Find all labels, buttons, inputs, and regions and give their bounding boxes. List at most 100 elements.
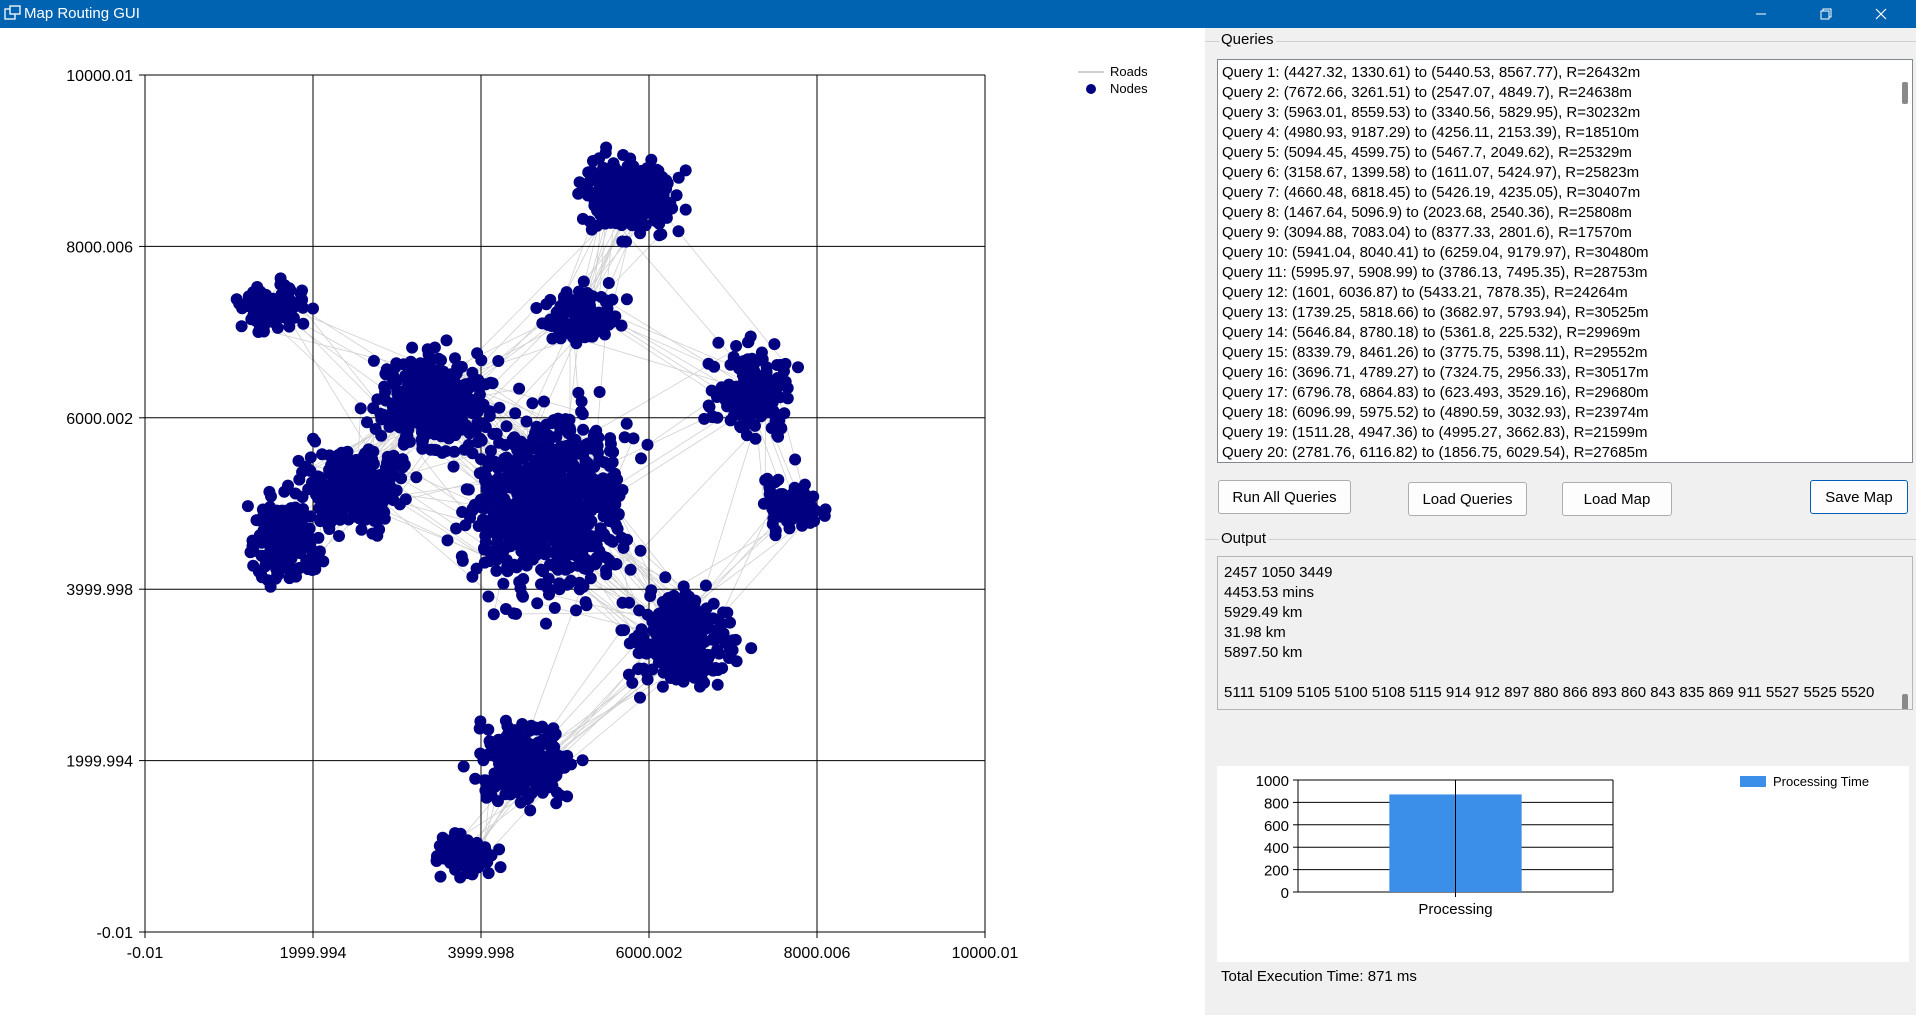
map-node (279, 532, 292, 545)
map-node (426, 353, 439, 366)
map-node (487, 511, 500, 524)
minimize-button[interactable] (1738, 0, 1784, 28)
road-segment (612, 321, 745, 381)
map-node (374, 502, 387, 515)
query-item[interactable]: Query 17: (6796.78, 6864.83) to (623.493… (1222, 384, 1649, 401)
map-node (245, 313, 258, 326)
map-node (546, 514, 558, 527)
query-item[interactable]: Query 1: (4427.32, 1330.61) to (5440.53,… (1222, 64, 1641, 81)
query-item[interactable]: Query 11: (5995.97, 5908.99) to (3786.13… (1222, 264, 1648, 281)
map-node (498, 519, 511, 532)
queries-scrollbar-thumb[interactable] (1902, 82, 1908, 104)
map-node (300, 460, 313, 473)
query-item[interactable]: Query 19: (1511.28, 4947.36) to (4995.27… (1222, 424, 1648, 441)
map-plot[interactable]: -0.01 1999.994 3999.998 6000.002 8000.006 100… (0, 28, 1200, 1015)
map-node (562, 519, 575, 532)
map-node (255, 292, 268, 305)
road-segment (605, 300, 746, 386)
map-node (333, 530, 345, 542)
map-node (282, 558, 295, 570)
query-item[interactable]: Query 5: (5094.45, 4599.75) to (5467.7, … (1222, 144, 1632, 161)
map-chart[interactable]: -0.01 1999.994 3999.998 6000.002 8000.006 100… (0, 28, 1200, 1015)
map-node (757, 386, 770, 399)
map-node (634, 544, 647, 557)
map-node (657, 189, 670, 202)
map-node (724, 414, 737, 427)
map-node (711, 678, 724, 691)
map-node (691, 667, 704, 680)
map-node (483, 410, 496, 422)
map-node (653, 229, 666, 242)
query-item[interactable]: Query 20: (2781.76, 6116.82) to (1856.75… (1222, 444, 1648, 461)
map-node (711, 411, 724, 424)
query-item[interactable]: Query 10: (5941.04, 8040.41) to (6259.04… (1222, 244, 1649, 261)
map-node (580, 479, 593, 492)
query-item[interactable]: Query 2: (7672.66, 3261.51) to (2547.07,… (1222, 84, 1632, 101)
queries-scrollbar[interactable] (1898, 60, 1912, 462)
map-node (294, 299, 307, 312)
output-text[interactable]: 2457 1050 3449 4453.53 mins 5929.49 km 3… (1224, 564, 1875, 701)
map-node (591, 498, 604, 510)
map-node (402, 390, 414, 403)
map-node (772, 430, 785, 443)
map-node (760, 366, 773, 379)
map-x-tick-label: 8000.006 (784, 945, 851, 962)
map-node (727, 351, 740, 363)
save-map-button[interactable]: Save Map (1810, 480, 1908, 514)
query-item[interactable]: Query 18: (6096.99, 5975.52) to (4890.59… (1222, 404, 1649, 421)
query-item[interactable]: Query 13: (1739.25, 5818.66) to (3682.97… (1222, 304, 1649, 321)
output-scrollbar-thumb[interactable] (1902, 694, 1908, 709)
map-node (632, 629, 645, 642)
map-y-tick-label: 6000.002 (66, 411, 133, 428)
query-item[interactable]: Query 3: (5963.01, 8559.53) to (3340.56,… (1222, 104, 1641, 121)
queries-list[interactable]: Query 1: (4427.32, 1330.61) to (5440.53,… (1222, 63, 1649, 462)
map-node (261, 512, 274, 525)
map-node (297, 317, 310, 330)
query-item[interactable]: Query 6: (3158.67, 1399.58) to (1611.07,… (1222, 164, 1640, 181)
map-node (552, 412, 565, 425)
map-node (782, 503, 795, 516)
map-node (699, 579, 712, 592)
output-box[interactable]: 2457 1050 3449 4453.53 mins 5929.49 km 3… (1217, 556, 1913, 710)
map-node (367, 445, 380, 458)
total-execution-time: Total Execution Time: 871 ms (1221, 968, 1417, 985)
queries-list-box[interactable]: Query 1: (4427.32, 1330.61) to (5440.53,… (1217, 59, 1913, 463)
query-item[interactable]: Query 9: (3094.88, 7083.04) to (8377.33,… (1222, 224, 1632, 241)
map-node (469, 772, 482, 785)
query-item[interactable]: Query 14: (5646.84, 8780.18) to (5361.8,… (1222, 324, 1641, 341)
chart-legend-label: Processing Time (1773, 774, 1869, 789)
map-node (399, 493, 412, 506)
query-item[interactable]: Query 16: (3696.71, 4789.27) to (7324.75… (1222, 364, 1649, 381)
run-all-queries-button[interactable]: Run All Queries (1218, 480, 1351, 514)
map-node (482, 867, 495, 880)
map-node (773, 414, 786, 427)
map-node (241, 500, 254, 513)
query-item[interactable]: Query 12: (1601, 6036.87) to (5433.21, 7… (1222, 284, 1628, 301)
load-map-button[interactable]: Load Map (1562, 482, 1672, 516)
map-node (474, 453, 487, 466)
output-scrollbar[interactable] (1898, 557, 1912, 709)
map-node (487, 608, 500, 621)
load-queries-button[interactable]: Load Queries (1408, 482, 1527, 516)
map-node (504, 788, 517, 801)
close-icon (1875, 8, 1887, 20)
query-item[interactable]: Query 8: (1467.64, 5096.9) to (2023.68, … (1222, 204, 1632, 221)
map-node (307, 302, 319, 315)
map-x-tick-label: -0.01 (127, 945, 164, 962)
map-node (577, 423, 590, 436)
close-button[interactable] (1858, 0, 1904, 28)
map-node (490, 564, 503, 577)
map-node (427, 364, 439, 376)
query-item[interactable]: Query 4: (4980.93, 9187.29) to (4256.11,… (1222, 124, 1640, 141)
map-node (565, 494, 578, 507)
map-node (739, 419, 751, 432)
map-node (755, 346, 768, 359)
map-y-tick-label: 3999.998 (66, 582, 133, 599)
map-node (448, 408, 461, 421)
restore-button[interactable] (1803, 0, 1849, 28)
query-item[interactable]: Query 15: (8339.79, 8461.26) to (3775.75… (1222, 344, 1648, 361)
map-node (575, 395, 588, 408)
map-node (356, 470, 369, 483)
map-node (548, 463, 561, 476)
query-item[interactable]: Query 7: (4660.48, 6818.45) to (5426.19,… (1222, 184, 1641, 201)
